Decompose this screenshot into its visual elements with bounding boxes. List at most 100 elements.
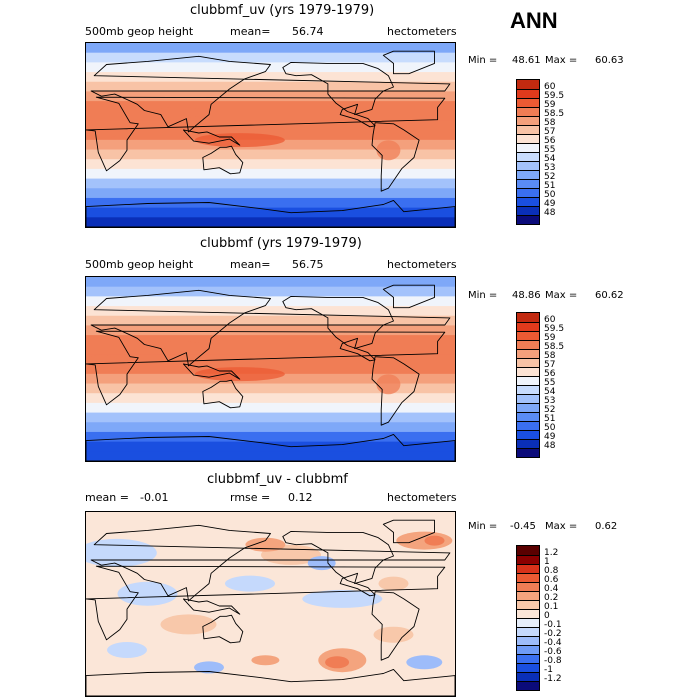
panel2-title: clubbmf (yrs 1979-1979) xyxy=(200,236,362,251)
panel1-colorbar-segment xyxy=(517,197,539,206)
panel2-colorbar-tick: 59 xyxy=(544,333,556,343)
panel3-colorbar-segment xyxy=(517,546,539,555)
panel3-field-svg xyxy=(86,512,455,696)
panel2-band xyxy=(86,393,455,404)
panel2-mean-value: 56.75 xyxy=(292,258,324,271)
panel3-colorbar-segment xyxy=(517,582,539,591)
panel2-coast-greenland xyxy=(382,284,435,309)
panel2-feature xyxy=(148,341,209,352)
panel1-min-label: Min = xyxy=(468,55,498,66)
panel3-colorbar-tick: -0.6 xyxy=(544,647,562,657)
season-label: ANN xyxy=(510,8,558,33)
panel1-colorbar-tick: 49 xyxy=(544,199,556,209)
panel2-coast-africa xyxy=(86,330,446,406)
panel1-colorbar-tick: 59 xyxy=(544,100,556,110)
panel3-colorbar-tick: 0.2 xyxy=(544,593,559,603)
panel2-colorbar-ticks: 60 59.5 59 58.5 58 57 56 55 54 53 52 51 50 49 48 xyxy=(544,312,584,462)
panel2-map xyxy=(85,276,456,462)
panel2-coast-north-america xyxy=(282,295,394,362)
panel2-colorbar-segment xyxy=(517,439,539,448)
panel2-colorbar-tick: 57 xyxy=(544,360,556,370)
panel1-colorbar-segment xyxy=(517,152,539,161)
panel3-anomaly xyxy=(251,655,280,666)
panel3-colorbar-segment xyxy=(517,645,539,654)
panel3-anomaly xyxy=(325,656,350,669)
panel2-feature xyxy=(86,354,120,373)
panel3-coast-australia xyxy=(202,614,244,644)
panel2-colorbar-segment xyxy=(517,313,539,322)
panel2-colorbar-tick: 59.5 xyxy=(544,324,565,334)
panel2-coast-south-america xyxy=(371,356,420,426)
panel2-band xyxy=(86,354,455,365)
panel1-band xyxy=(86,110,455,122)
panel2-colorbar-tick: 50 xyxy=(544,423,556,433)
panel2-colorbar-tick: 51 xyxy=(544,414,556,424)
panel3-min-label: Min = xyxy=(468,521,498,532)
panel1-feature xyxy=(376,140,401,161)
panel2-colorbar-segment xyxy=(517,448,539,457)
panel3-coast-eurasia xyxy=(90,524,451,602)
panel1-coast-africa xyxy=(86,96,446,172)
panel1-band xyxy=(86,217,455,227)
panel1-colorbar-segment xyxy=(517,188,539,197)
panel2-min-value: 48.86 xyxy=(512,290,541,301)
panel1-colorbar-segment xyxy=(517,170,539,179)
panel1-band xyxy=(86,72,455,83)
panel2-colorbar-segment xyxy=(517,358,539,367)
panel2-colorbar-segment xyxy=(517,403,539,412)
panel1-colorbar-tick: 58 xyxy=(544,118,556,128)
panel2-band xyxy=(86,383,455,394)
panel1-colorbar-tick: 48 xyxy=(544,208,556,218)
panel3-coast-antarctica xyxy=(86,668,455,696)
panel3-colorbar-tick: -0.2 xyxy=(544,629,562,639)
panel3-anomaly xyxy=(373,626,414,643)
panel3-colorbar xyxy=(516,545,540,691)
panel3-colorbar-segment xyxy=(517,618,539,627)
panel3-colorbar-segment xyxy=(517,555,539,564)
panel1-band xyxy=(86,81,455,93)
panel1-colorbar-segment xyxy=(517,107,539,116)
panel1-colorbar-tick: 54 xyxy=(544,154,556,164)
panel1-colorbar-segment xyxy=(517,143,539,152)
panel1-colorbar-tick: 59.5 xyxy=(544,91,565,101)
panel2-units: hectometers xyxy=(387,258,457,271)
panel3-colorbar-segment xyxy=(517,564,539,573)
panel3-colorbar-tick: -0.1 xyxy=(544,620,562,630)
panel3-colorbar-segment xyxy=(517,609,539,618)
panel2-colorbar-tick: 56 xyxy=(544,369,556,379)
panel1-band xyxy=(86,188,455,199)
panel1-band xyxy=(86,62,455,73)
panel3-max-label: Max = xyxy=(545,521,578,532)
panel3-colorbar-segment xyxy=(517,573,539,582)
panel2-band xyxy=(86,325,455,336)
panel1-band xyxy=(86,120,455,131)
panel2-colorbar-segment xyxy=(517,322,539,331)
panel2-band xyxy=(86,277,455,288)
panel2-band xyxy=(86,296,455,307)
panel1-colorbar-tick: 51 xyxy=(544,181,556,191)
panel2-colorbar xyxy=(516,312,540,458)
panel2-colorbar-segment xyxy=(517,376,539,385)
panel1-mean-value: 56.74 xyxy=(292,25,324,38)
panel1-colorbar-segment xyxy=(517,125,539,134)
panel1-field-svg xyxy=(86,43,455,227)
panel2-min-label: Min = xyxy=(468,290,498,301)
panel3-colorbar-tick: 1 xyxy=(544,557,550,567)
panel1-colorbar-tick: 50 xyxy=(544,190,556,200)
panel3-colorbar-tick: -1 xyxy=(544,665,553,675)
panel3-colorbar-ticks: 1.2 1 0.8 0.6 0.4 0.2 0.1 0 -0.1 -0.2 -0.4 -0.6 -0.8… xyxy=(544,545,584,695)
panel1-coast-indonesia xyxy=(182,129,241,146)
panel2-coast-antarctica xyxy=(86,433,455,461)
panel1-band xyxy=(86,159,455,170)
panel3-coast-north-america xyxy=(282,530,394,597)
panel2-band xyxy=(86,306,455,317)
panel1-colorbar-tick: 56 xyxy=(544,136,556,146)
panel2-colorbar-segment xyxy=(517,394,539,403)
panel1-coast-north-america xyxy=(282,61,394,128)
panel3-min-value: -0.45 xyxy=(510,521,536,532)
panel1-max-label: Max = xyxy=(545,55,578,66)
panel2-colorbar-tick: 48 xyxy=(544,441,556,451)
panel1-colorbar-segment xyxy=(517,80,539,89)
panel2-colorbar-tick: 55 xyxy=(544,378,556,388)
panel1-max-value: 60.63 xyxy=(595,55,624,66)
